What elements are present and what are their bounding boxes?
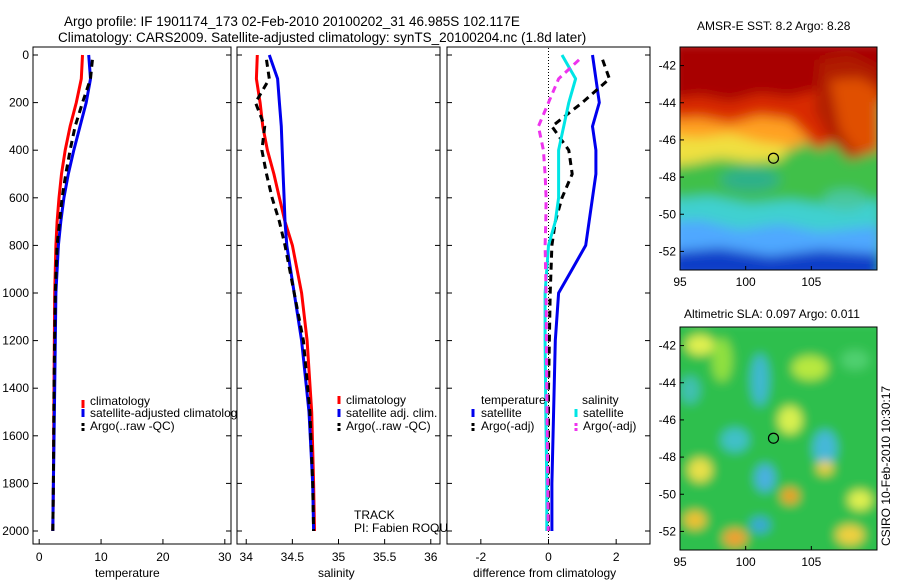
track-label: TRACK — [354, 508, 395, 522]
series-line-argo-adj- — [547, 59, 611, 531]
series-line-climatology — [254, 54, 316, 532]
map-x-tick-label: 105 — [801, 555, 821, 569]
salinity-xlabel: salinity — [318, 566, 355, 580]
legend-temperature-title: temperature — [481, 393, 546, 407]
y-tick-label: 400 — [9, 143, 29, 157]
figure-title-line1: Argo profile: IF 1901174_173 02-Feb-2010… — [64, 14, 520, 29]
legend-sal-climatology-label: climatology — [346, 393, 406, 407]
map-y-tick-label: -50 — [659, 207, 677, 221]
temperature-axes-box — [32, 46, 232, 545]
series-line-argo-adj- — [536, 58, 581, 532]
series-line-satellite — [550, 54, 601, 531]
y-tick-label: 1600 — [2, 429, 29, 443]
y-tick-label: 1800 — [2, 476, 29, 490]
y-tick-label: 2000 — [2, 524, 29, 538]
x-tick-label: 0 — [36, 550, 43, 564]
y-tick-label: 0 — [22, 48, 29, 62]
sst-heatmap — [680, 47, 877, 270]
difference-profile-panel: -2 0 2 difference from climatology tempera… — [446, 46, 651, 580]
legend-temp-argo-label: Argo(-adj) — [481, 419, 534, 433]
map-y-tick-label: -50 — [659, 487, 677, 501]
map-x-tick-label: 95 — [673, 275, 687, 289]
map-y-tick-label: -44 — [659, 376, 677, 390]
x-tick-label: 2 — [613, 550, 620, 564]
sla-heatmap — [680, 327, 877, 550]
legend-salinity-title: salinity — [582, 393, 619, 407]
sla-map-title: Altimetric SLA: 0.097 Argo: 0.011 — [684, 307, 860, 321]
credit-label: CSIRO 10-Feb-2010 10:30:17 — [879, 386, 893, 546]
map-x-tick-label: 100 — [736, 275, 756, 289]
legend-sal-adj-label: Argo(-adj) — [583, 419, 636, 433]
x-tick-label: 36 — [424, 550, 438, 564]
map-y-tick-label: -52 — [659, 244, 677, 258]
x-tick-label: 34.5 — [281, 550, 305, 564]
sst-map-title: AMSR-E SST: 8.2 Argo: 8.28 — [697, 19, 851, 33]
legend-sal-argo-label: Argo(..raw -QC) — [346, 419, 431, 433]
legend-argo-label: Argo(..raw -QC) — [90, 419, 175, 433]
x-tick-label: 35.5 — [373, 550, 397, 564]
map-x-tick-label: 100 — [736, 555, 756, 569]
map-x-tick-label: 105 — [801, 275, 821, 289]
temperature-profile-panel: 0 10 20 30 0 200 400 600 800 1000 1200 1400 1600 1800… — [2, 46, 243, 580]
sst-argo-location-marker — [767, 152, 780, 164]
map-y-tick-label: -52 — [659, 524, 677, 538]
sst-map-panel: AMSR-E SST: 8.2 Argo: 8.28 95 100 105 -42 -4… — [659, 19, 878, 289]
legend-climatology-label: climatology — [90, 394, 150, 408]
y-tick-label: 1400 — [2, 381, 29, 395]
map-y-tick-label: -48 — [659, 170, 677, 184]
salinity-legend: climatology satellite adj. clim. Argo(..… — [337, 393, 437, 433]
sla-argo-location-marker — [767, 432, 780, 444]
y-tick-label: 200 — [9, 96, 29, 110]
map-y-tick-label: -44 — [659, 96, 677, 110]
series-line-argo-raw-qc- — [254, 59, 316, 532]
map-y-tick-label: -42 — [659, 59, 677, 73]
salinity-profile-panel: 34 34.5 35 35.5 36 salinity climatology sate… — [236, 46, 464, 580]
x-tick-label: 30 — [218, 550, 232, 564]
sla-map-panel: Altimetric SLA: 0.097 Argo: 0.011 — [659, 307, 878, 569]
difference-xlabel: difference from climatology — [473, 566, 616, 580]
legend-temp-satellite-label: satellite — [481, 406, 522, 420]
map-y-tick-label: -48 — [659, 450, 677, 464]
x-tick-label: 20 — [156, 550, 170, 564]
temperature-legend: climatology satellite-adjusted climatolo… — [81, 394, 243, 433]
figure-title-line2: Climatology: CARS2009. Satellite-adjuste… — [58, 30, 587, 45]
difference-legend: temperature salinity satellite Argo(-adj… — [471, 393, 636, 433]
map-y-tick-label: -42 — [659, 339, 677, 353]
salinity-axes-box — [236, 46, 441, 545]
y-tick-label: 1200 — [2, 334, 29, 348]
x-tick-label: 34 — [240, 550, 254, 564]
map-x-tick-label: 95 — [673, 555, 687, 569]
x-tick-label: 0 — [545, 550, 552, 564]
map-y-tick-label: -46 — [659, 413, 677, 427]
y-tick-label: 600 — [9, 191, 29, 205]
x-tick-label: 35 — [332, 550, 346, 564]
series-line-satellite-adjusted-climatology — [51, 54, 92, 532]
temperature-xlabel: temperature — [95, 566, 160, 580]
legend-sal-satellite-label: satellite adj. clim. — [346, 406, 437, 420]
y-tick-label: 1000 — [2, 286, 29, 300]
pi-label: PI: Fabien ROQUET — [354, 521, 464, 535]
x-tick-label: -2 — [475, 550, 486, 564]
map-y-tick-label: -46 — [659, 133, 677, 147]
sla-map-frame — [679, 326, 878, 551]
x-tick-label: 10 — [94, 550, 108, 564]
sst-map-frame — [679, 46, 878, 271]
legend-sal-sat-label: satellite — [583, 406, 624, 420]
y-tick-label: 800 — [9, 238, 29, 252]
legend-satellite-label: satellite-adjusted climatology — [90, 406, 243, 420]
